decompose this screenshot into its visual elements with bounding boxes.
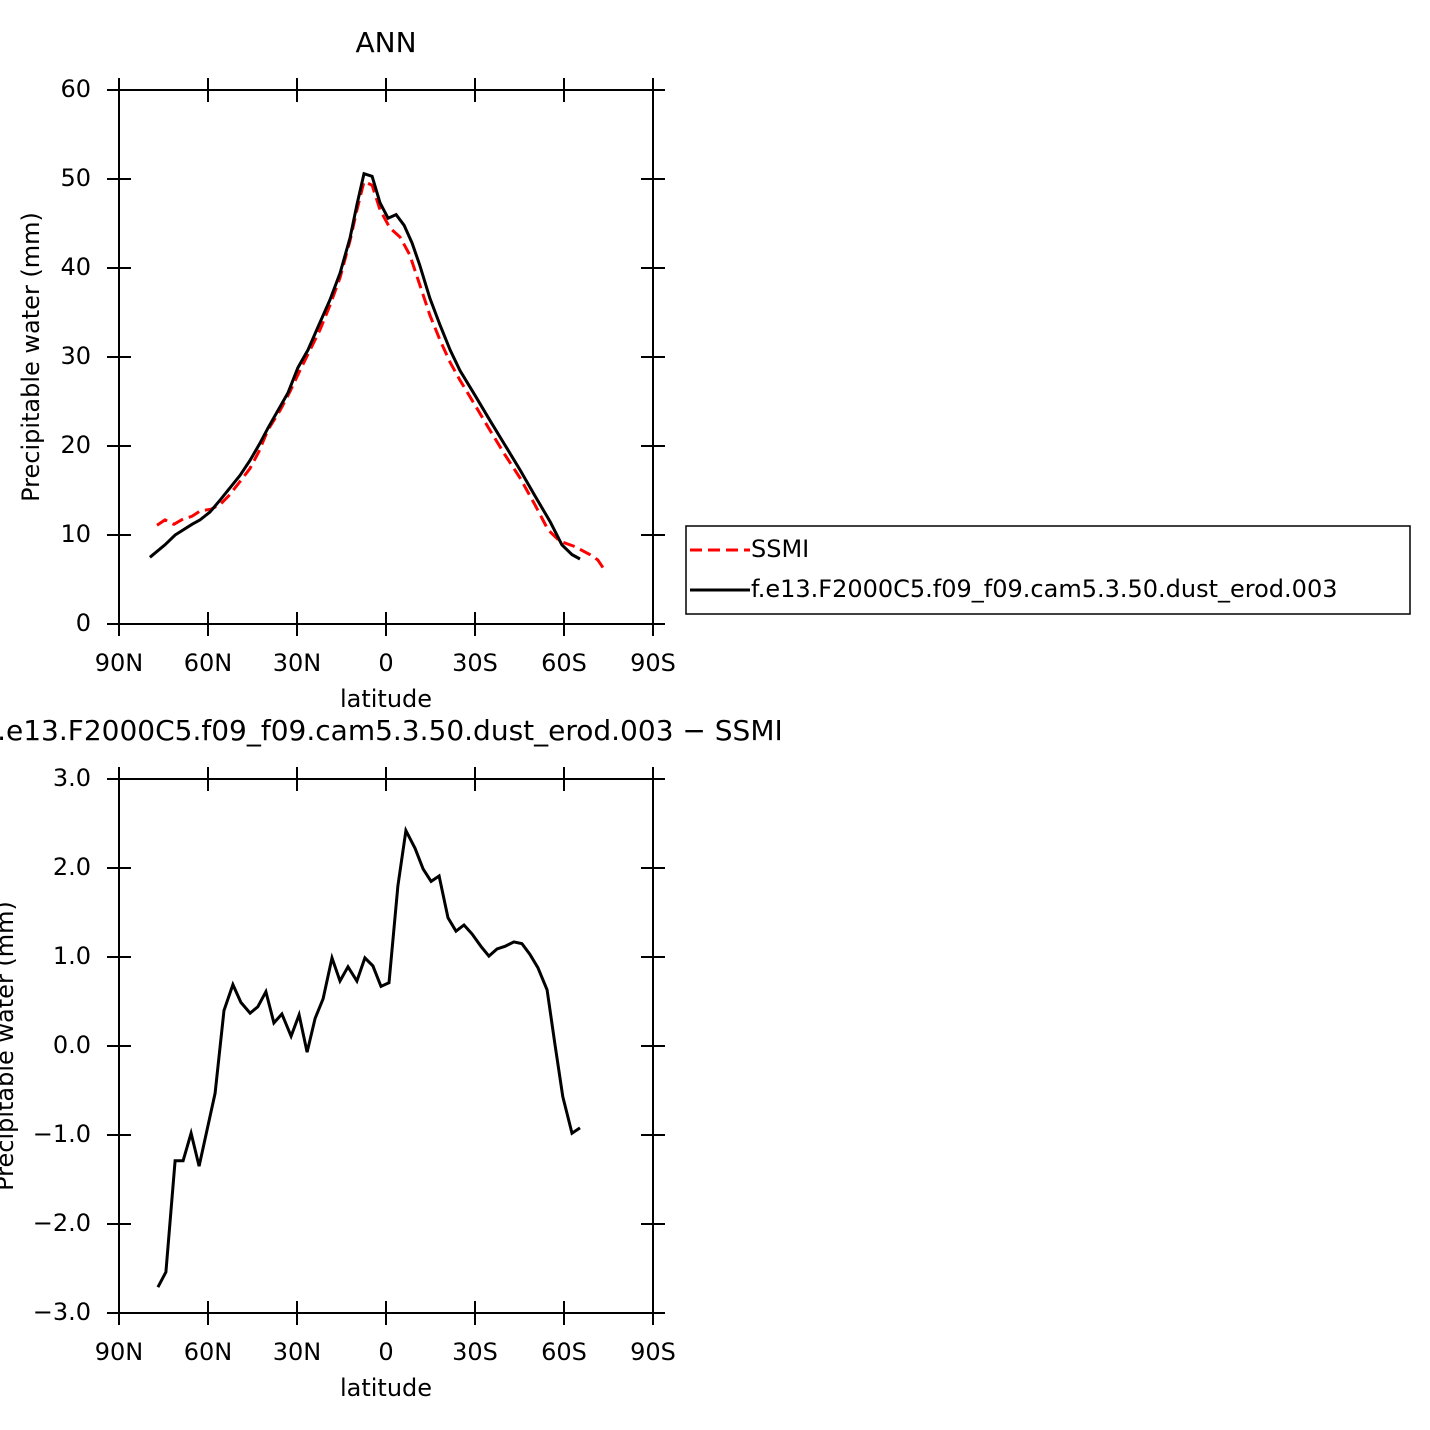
y-axis-label: Precipitable water (mm) [0,901,19,1191]
x-axis-label: latitude [340,1374,432,1402]
y-tick-label: 20 [60,431,91,459]
x-tick-label: 30S [452,1338,498,1366]
data-line [156,825,581,1288]
y-tick-label: 50 [60,164,91,192]
x-tick-label: 60N [184,1338,233,1366]
y-tick-label: 30 [60,342,91,370]
y-tick-label: 0.0 [53,1031,91,1059]
plot-frame [118,778,654,1314]
y-tick-label: −3.0 [33,1298,91,1326]
x-tick-label: 90S [630,1338,676,1366]
y-tick-label: 40 [60,253,91,281]
x-tick-label: 30S [452,649,498,677]
y-tick-label: 0 [76,609,91,637]
x-tick-label: 60N [184,649,233,677]
y-tick-label: −1.0 [33,1120,91,1148]
data-line [148,171,581,561]
chart-title: f.e13.F2000C5.f09_f09.cam5.3.50.dust_ero… [0,714,783,747]
data-line [156,179,607,572]
legend-label: f.e13.F2000C5.f09_f09.cam5.3.50.dust_ero… [751,575,1337,603]
y-tick-label: 2.0 [53,853,91,881]
legend-box [685,525,1411,615]
x-tick-label: 0 [378,1338,393,1366]
x-tick-label: 90N [95,649,144,677]
chart-title: ANN [355,26,416,59]
x-tick-label: 30N [273,649,322,677]
x-tick-label: 60S [541,649,587,677]
x-axis-label: latitude [340,685,432,713]
y-tick-label: 60 [60,75,91,103]
plot-frame [118,89,654,625]
legend-label: SSMI [751,535,809,563]
y-tick-label: 1.0 [53,942,91,970]
y-axis-label: Precipitable water (mm) [17,212,45,502]
x-tick-label: 0 [378,649,393,677]
x-tick-label: 30N [273,1338,322,1366]
x-tick-label: 60S [541,1338,587,1366]
y-tick-label: 10 [60,520,91,548]
x-tick-label: 90S [630,649,676,677]
x-tick-label: 90N [95,1338,144,1366]
y-tick-label: 3.0 [53,764,91,792]
y-tick-label: −2.0 [33,1209,91,1237]
